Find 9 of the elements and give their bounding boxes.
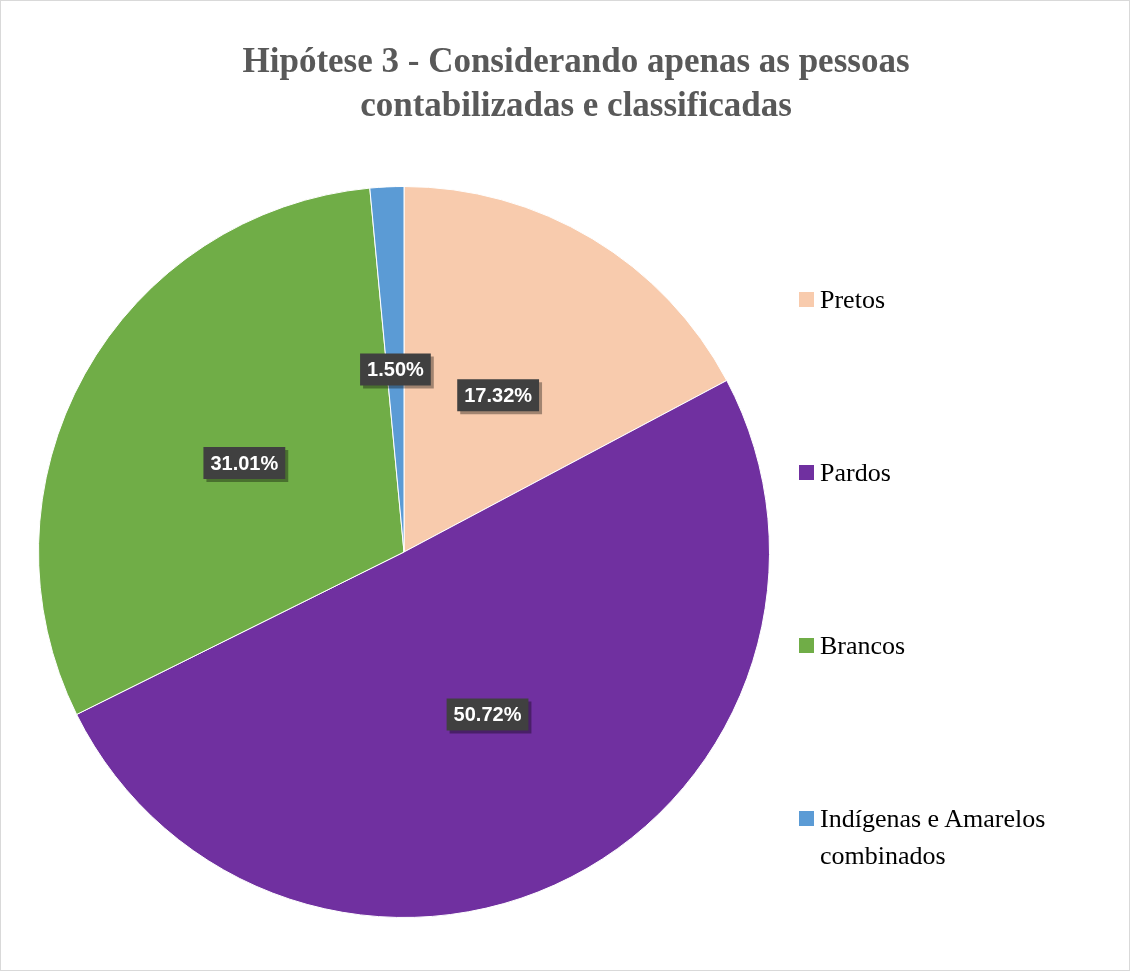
chart-title: Hipótese 3 - Considerando apenas as pessoas contabilizadas e classificadas — [241, 40, 911, 126]
data-label: 1.50% — [367, 357, 424, 380]
data-label: 50.72% — [453, 703, 522, 726]
legend-label: Pretos — [820, 284, 885, 316]
legend-label: Pardos — [820, 457, 891, 489]
legend-label: Indígenas e Amarelos combinados — [820, 803, 1047, 872]
data-label: 31.01% — [210, 451, 279, 474]
legend-label: Brancos — [820, 630, 906, 662]
data-label: 17.32% — [464, 383, 533, 406]
